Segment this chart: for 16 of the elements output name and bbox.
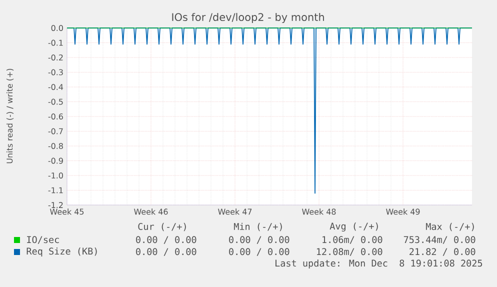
text: Last update: Mon Dec 8 19:01:08 2025 bbox=[276, 260, 482, 268]
text: 0.00 / 0.00 bbox=[136, 236, 196, 244]
text: Cur (-/+) bbox=[138, 222, 186, 232]
text: Avg (-/+) bbox=[330, 222, 378, 232]
text: Max (-/+) bbox=[426, 222, 474, 232]
text: 21.82 / 0.00 bbox=[410, 248, 476, 256]
text: 0.00 / 0.00 bbox=[136, 248, 196, 256]
legend-label: IO/sec bbox=[27, 236, 59, 244]
text: 12.08m/ 0.00 bbox=[316, 248, 382, 256]
legend-label: Req Size (KB) bbox=[26, 248, 97, 256]
text: Min (-/+) bbox=[234, 222, 282, 232]
chart-title: IOs for /dev/loop2 - by month bbox=[172, 12, 324, 24]
text: 1.06m/ 0.00 bbox=[322, 236, 382, 244]
text: 753.44m/ 0.00 bbox=[404, 236, 476, 244]
text: 0.00 / 0.00 bbox=[229, 236, 290, 244]
text: 0.00 / 0.00 bbox=[229, 248, 290, 256]
